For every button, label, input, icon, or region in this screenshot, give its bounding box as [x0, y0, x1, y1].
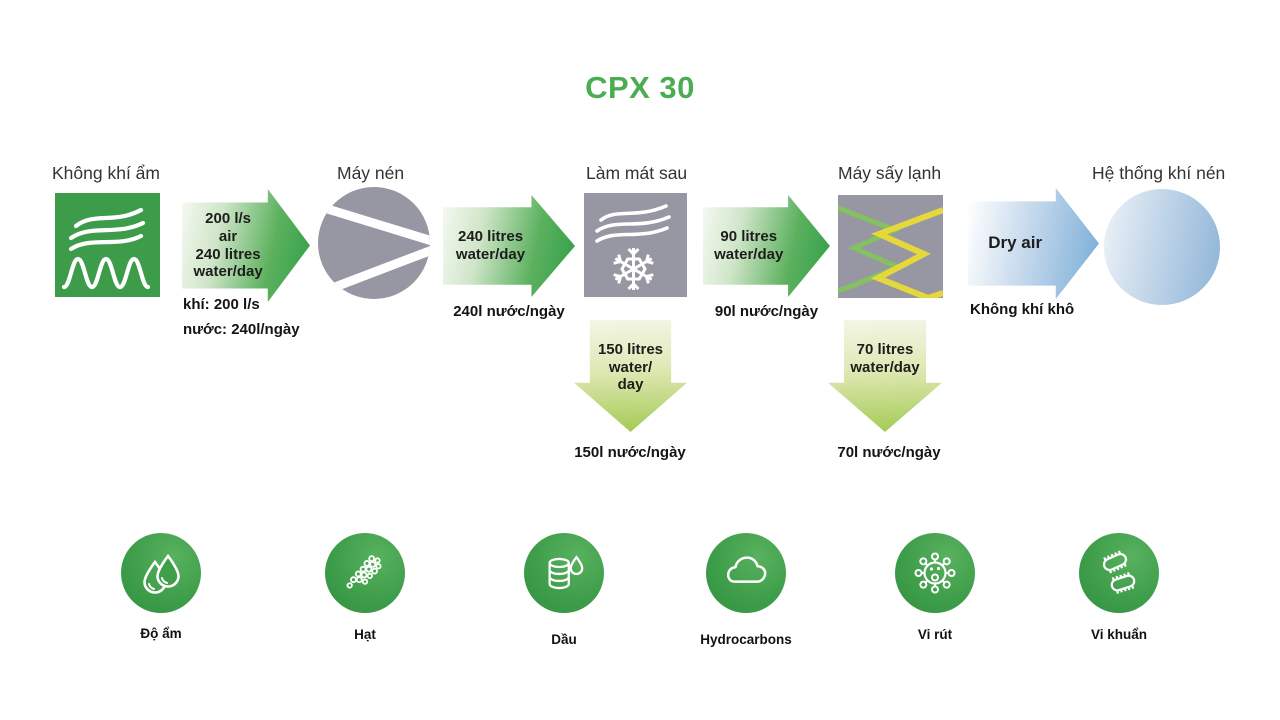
after-compressor-caption: 240l nước/ngày: [453, 303, 565, 320]
humid-air-icon: [55, 193, 160, 297]
after-cooler-arrow: 90 litres water/day: [703, 195, 830, 297]
arrow-text-line: 200 l/s: [205, 210, 252, 228]
page-title: CPX 30: [585, 70, 695, 105]
dry-air-caption: Không khí khô: [970, 301, 1075, 318]
arrow-text-line: 150 litres: [597, 341, 664, 358]
aftercooler-icon: [584, 193, 687, 297]
after-cooler-arrow-text: 90 litres water/day: [703, 228, 794, 263]
stage-label-humid-air: Không khí ẩm: [52, 163, 160, 183]
dryer-drain-text: 70 litres water/day: [828, 320, 942, 376]
bacteria-icon: [1079, 533, 1159, 613]
contaminant-label-hydrocarbons: Hydrocarbons: [700, 632, 792, 647]
dry-air-arrow-text: Dry air: [968, 233, 1062, 253]
arrow-text-line: water/day: [714, 246, 784, 263]
arrow-text-line: air: [218, 227, 238, 245]
arrow-text-line: Dry air: [988, 233, 1043, 253]
arrow-text-line: 240 litres: [195, 245, 261, 263]
after-compressor-arrow-text: 240 litres water/day: [443, 228, 538, 263]
stage-label-air-system: Hệ thống khí nén: [1092, 163, 1226, 183]
snowflake-icon: [611, 247, 656, 292]
arrow-text-line: water/day: [193, 263, 263, 281]
compressor-icon: [318, 187, 430, 299]
dry-air-arrow: Dry air: [968, 188, 1099, 299]
arrow-text-line: water/day: [455, 246, 526, 263]
after-cooler-caption: 90l nước/ngày: [714, 303, 819, 320]
stage-label-aftercooler: Làm mát sau: [586, 163, 688, 183]
arrow-text-line: water/: [608, 358, 653, 376]
arrow-text-line: 90 litres: [720, 228, 778, 246]
air-system-icon: [1104, 189, 1220, 305]
contaminant-label-virus: Vi rút: [917, 627, 953, 642]
hydrocarbons-cloud-icon: [706, 533, 786, 613]
intake-arrow: 200 l/s air 240 litres water/day: [182, 189, 310, 302]
intake-caption-water: nước: 240l/ngày: [183, 321, 300, 338]
intake-arrow-text: 200 l/s air 240 litres water/day: [182, 210, 274, 281]
dryer-drain-arrow: 70 litres water/day: [828, 320, 942, 432]
cooler-drain-text: 150 litres water/ day: [574, 320, 687, 394]
refrigerant-dryer-icon: [838, 195, 943, 298]
contaminant-label-humidity: Độ ẩm: [140, 626, 182, 641]
intake-caption-air: khí: 200 l/s: [183, 296, 260, 313]
stage-label-compressor: Máy nén: [337, 163, 405, 183]
arrow-text-line: day: [617, 376, 644, 394]
arrow-text-line: water/day: [850, 358, 920, 376]
arrow-text-line: 70 litres: [856, 341, 914, 358]
cooler-drain-caption: 150l nước/ngày: [574, 444, 686, 461]
contaminant-label-oil: Dầu: [551, 632, 577, 647]
contaminant-label-bacteria: Vi khuẩn: [1090, 627, 1148, 642]
virus-icon: [895, 533, 975, 613]
contaminant-label-particles: Hạt: [354, 627, 376, 642]
water-droplets-icon: [121, 533, 201, 613]
oil-icon: [524, 533, 604, 613]
particles-icon: [325, 533, 405, 613]
after-compressor-arrow: 240 litres water/day: [443, 195, 575, 297]
stage-label-dryer: Máy sấy lạnh: [838, 163, 942, 183]
dryer-drain-caption: 70l nước/ngày: [837, 444, 941, 461]
cooler-drain-arrow: 150 litres water/ day: [574, 320, 687, 432]
arrow-text-line: 240 litres: [457, 228, 524, 246]
